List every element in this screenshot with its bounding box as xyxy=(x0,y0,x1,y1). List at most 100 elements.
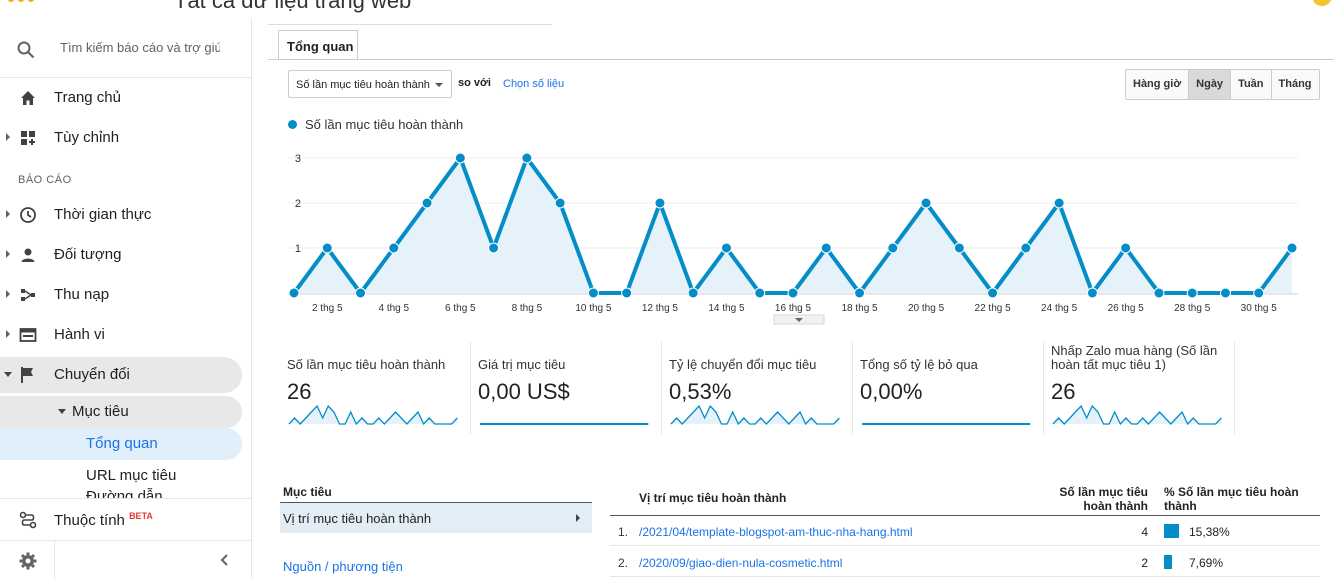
goal-location-link[interactable]: /2021/04/template-blogspot-am-thuc-nha-h… xyxy=(639,525,913,539)
column-header-percent[interactable]: % Số lần mục tiêu hoàn thành xyxy=(1164,485,1324,513)
view-title[interactable]: Tất cả dữ liệu trang web xyxy=(174,0,411,14)
goal-completions-chart[interactable]: 1 2 3 2 thg 5 4 thg 5 6 thg 5 8 thg 5 10 thg 5 1… xyxy=(268,136,1334,326)
period-month-button[interactable]: Tháng xyxy=(1272,70,1319,99)
sidebar-item-audience[interactable]: Đối tượng xyxy=(0,237,252,273)
search-icon xyxy=(16,40,36,60)
chevron-left-icon[interactable] xyxy=(218,553,232,567)
sidebar-item-attribution[interactable]: Thuộc tính BETA xyxy=(0,502,252,538)
sidebar-subitem-label: Tổng quan xyxy=(86,435,158,452)
period-day-button[interactable]: Ngày xyxy=(1189,70,1231,99)
sidebar-item-label: Chuyển đổi xyxy=(54,366,130,383)
collapse-arrow-icon xyxy=(4,372,12,377)
tab-overview[interactable]: Tổng quan xyxy=(278,30,358,60)
search-box[interactable]: Tìm kiếm báo cáo và trợ giú xyxy=(0,18,252,78)
sidebar-subitem-label: Đường dẫn xyxy=(86,488,163,498)
data-point xyxy=(954,243,964,253)
metric-dropdown-value: Số lần mục tiêu hoàn thành xyxy=(296,79,430,91)
data-point xyxy=(455,153,465,163)
sidebar-item-acquisition[interactable]: Thu nạp xyxy=(0,277,252,313)
scorecard-goal-completions[interactable]: Số lần mục tiêu hoàn thành 26 xyxy=(287,342,471,434)
data-point xyxy=(555,198,565,208)
scorecard-divider xyxy=(470,342,471,434)
data-point xyxy=(655,198,665,208)
data-point xyxy=(755,288,765,298)
sidebar-subitem-overview[interactable]: Tổng quan xyxy=(0,428,242,460)
sidebar-item-home[interactable]: Trang chủ xyxy=(0,80,252,116)
compare-label: so với xyxy=(458,77,491,89)
goal-panel-header: Mục tiêu xyxy=(283,485,332,499)
x-tick-label: 20 thg 5 xyxy=(908,303,945,314)
metric-dropdown[interactable]: Số lần mục tiêu hoàn thành xyxy=(288,70,452,98)
sidebar-item-label: Trang chủ xyxy=(54,89,121,106)
clock-icon xyxy=(18,205,38,225)
sidebar-item-label: Thuộc tính BETA xyxy=(54,511,153,529)
data-point xyxy=(1220,288,1230,298)
data-point xyxy=(855,288,865,298)
row-percent: 7,69% xyxy=(1189,556,1223,570)
choose-metric-link[interactable]: Chọn số liệu xyxy=(503,78,564,90)
goal-dimension-panel: Mục tiêu Vị trí mục tiêu hoàn thành Nguồ… xyxy=(280,478,592,578)
scorecard-sparkline xyxy=(669,402,841,430)
home-icon xyxy=(18,88,38,108)
data-point xyxy=(688,288,698,298)
footer-divider xyxy=(54,541,55,579)
y-tick-label: 2 xyxy=(295,198,301,210)
beta-badge: BETA xyxy=(129,511,153,521)
sidebar-item-realtime[interactable]: Thời gian thực xyxy=(0,197,252,233)
data-point xyxy=(821,243,831,253)
scorecard-sparkline xyxy=(478,402,650,430)
sidebar-subitem-label: Mục tiêu xyxy=(72,403,129,420)
scorecard-divider xyxy=(852,342,853,434)
data-point xyxy=(1254,288,1264,298)
goal-location-link[interactable]: /2020/09/giao-dien-nula-cosmetic.html xyxy=(639,556,842,570)
sidebar: Tìm kiếm báo cáo và trợ giú Trang chủ Tù… xyxy=(0,18,252,578)
sidebar-subitem-partial[interactable]: Đường dẫn xyxy=(0,488,242,498)
data-point xyxy=(888,243,898,253)
y-tick-label: 1 xyxy=(295,243,301,255)
data-point xyxy=(322,243,332,253)
scorecard-label: Nhấp Zalo mua hàng (Số lần hoàn tất mục … xyxy=(1051,344,1227,372)
dimension-source-medium[interactable]: Nguồn / phương tiện xyxy=(283,559,403,574)
search-input[interactable]: Tìm kiếm báo cáo và trợ giú xyxy=(60,40,220,55)
sidebar-item-customization[interactable]: Tùy chỉnh xyxy=(0,120,252,156)
data-point xyxy=(588,288,598,298)
scorecard-label: Tỷ lệ chuyển đổi mục tiêu xyxy=(669,358,845,372)
sidebar-item-label: Hành vi xyxy=(54,326,105,343)
x-tick-label: 30 thg 5 xyxy=(1241,303,1278,314)
collapse-arrow-icon xyxy=(58,409,66,414)
x-tick-label: 22 thg 5 xyxy=(975,303,1012,314)
period-hourly-button[interactable]: Hàng giờ xyxy=(1126,70,1189,99)
scorecard-sparkline xyxy=(860,402,1032,430)
sidebar-subitem-goals[interactable]: Mục tiêu xyxy=(0,396,242,428)
row-percent: 15,38% xyxy=(1189,525,1230,539)
dimension-goal-location[interactable]: Vị trí mục tiêu hoàn thành xyxy=(280,503,592,533)
main-content: Tổng quan Số lần mục tiêu hoàn thành so … xyxy=(268,18,1334,578)
sidebar-item-conversions[interactable]: Chuyển đổi xyxy=(0,357,242,393)
sidebar-item-label: Tùy chỉnh xyxy=(54,129,119,146)
x-tick-label: 10 thg 5 xyxy=(575,303,612,314)
data-point xyxy=(356,288,366,298)
x-tick-label: 14 thg 5 xyxy=(708,303,745,314)
gear-icon[interactable] xyxy=(18,551,38,571)
x-tick-label: 16 thg 5 xyxy=(775,303,812,314)
table-row: 1. /2021/04/template-blogspot-am-thuc-nh… xyxy=(610,516,1320,546)
column-header-count[interactable]: Số lần mục tiêu hoàn thành xyxy=(1040,485,1148,513)
expand-arrow-icon xyxy=(6,210,10,218)
sidebar-item-behavior[interactable]: Hành vi xyxy=(0,317,252,353)
analytics-logo[interactable] xyxy=(8,0,38,4)
row-count: 2 xyxy=(1040,556,1148,570)
scorecard-conversion-rate[interactable]: Tỷ lệ chuyển đổi mục tiêu 0,53% xyxy=(669,342,853,434)
period-week-button[interactable]: Tuần xyxy=(1231,70,1271,99)
data-point xyxy=(1121,243,1131,253)
dimension-label: Vị trí mục tiêu hoàn thành xyxy=(283,511,431,526)
account-avatar[interactable] xyxy=(1312,0,1332,6)
scorecard-zalo-goal[interactable]: Nhấp Zalo mua hàng (Số lần hoàn tất mục … xyxy=(1051,342,1235,434)
column-header-location[interactable]: Vị trí mục tiêu hoàn thành xyxy=(639,491,786,505)
x-tick-label: 2 thg 5 xyxy=(312,303,343,314)
goal-location-table: Vị trí mục tiêu hoàn thành Số lần mục ti… xyxy=(610,478,1334,578)
sidebar-item-label: Thời gian thực xyxy=(54,206,151,223)
scorecard-divider xyxy=(1234,342,1235,434)
period-toggle: Hàng giờ Ngày Tuần Tháng xyxy=(1125,69,1320,100)
scorecard-goal-value[interactable]: Giá trị mục tiêu 0,00 US$ xyxy=(478,342,662,434)
scorecard-abandonment-rate[interactable]: Tổng số tỷ lệ bỏ qua 0,00% xyxy=(860,342,1044,434)
